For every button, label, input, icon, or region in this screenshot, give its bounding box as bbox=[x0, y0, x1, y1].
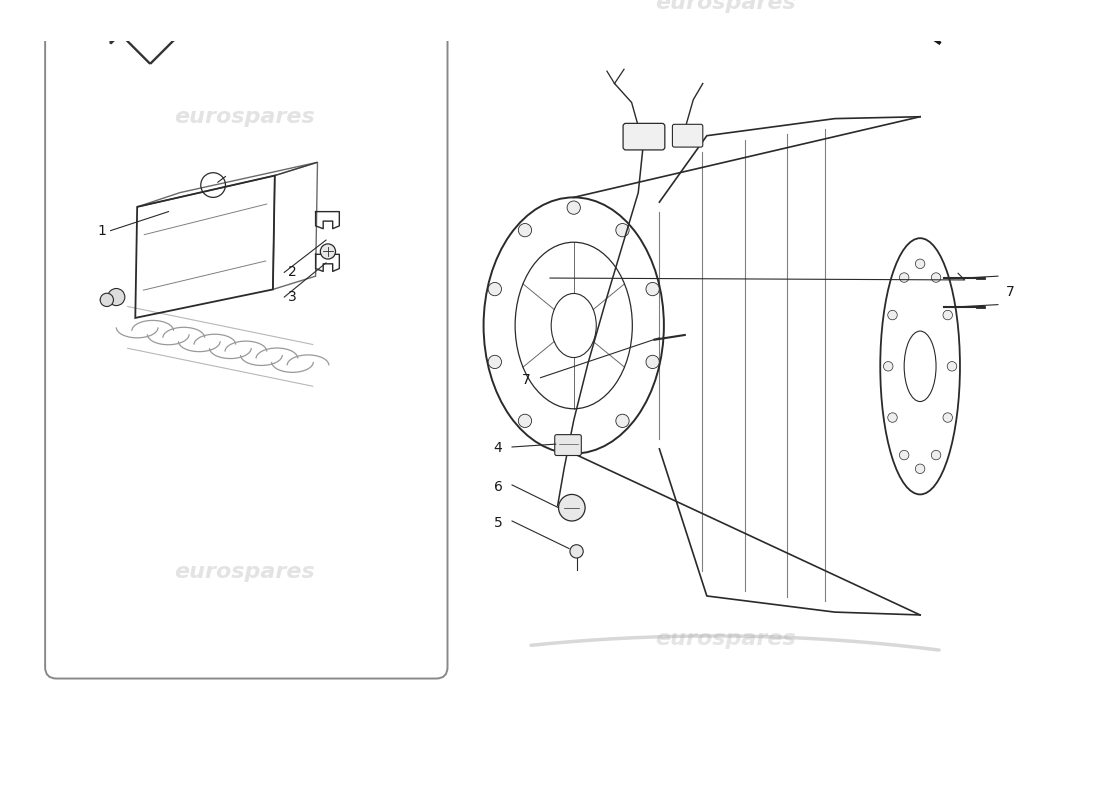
FancyBboxPatch shape bbox=[623, 123, 664, 150]
Circle shape bbox=[915, 259, 925, 269]
Text: 7: 7 bbox=[1005, 286, 1014, 299]
Circle shape bbox=[568, 201, 581, 214]
Circle shape bbox=[932, 273, 940, 282]
Circle shape bbox=[943, 413, 953, 422]
Circle shape bbox=[932, 450, 940, 460]
Circle shape bbox=[518, 414, 531, 427]
Circle shape bbox=[488, 355, 502, 369]
Circle shape bbox=[947, 362, 957, 371]
Text: eurospares: eurospares bbox=[174, 562, 315, 582]
Circle shape bbox=[900, 450, 909, 460]
Text: 6: 6 bbox=[494, 480, 503, 494]
Text: 7: 7 bbox=[522, 373, 531, 386]
Circle shape bbox=[616, 223, 629, 237]
Text: 4: 4 bbox=[494, 441, 503, 455]
Circle shape bbox=[888, 413, 898, 422]
Text: 3: 3 bbox=[288, 290, 297, 304]
Text: 1: 1 bbox=[97, 223, 106, 238]
Circle shape bbox=[518, 223, 531, 237]
Circle shape bbox=[646, 282, 659, 296]
Circle shape bbox=[943, 310, 953, 320]
Circle shape bbox=[915, 464, 925, 474]
Text: 2: 2 bbox=[288, 266, 297, 279]
FancyBboxPatch shape bbox=[672, 124, 703, 147]
FancyBboxPatch shape bbox=[45, 10, 448, 678]
FancyBboxPatch shape bbox=[554, 434, 581, 455]
Circle shape bbox=[559, 494, 585, 521]
Circle shape bbox=[100, 294, 113, 306]
Circle shape bbox=[888, 310, 898, 320]
Text: 5: 5 bbox=[494, 516, 503, 530]
Circle shape bbox=[646, 355, 659, 369]
Circle shape bbox=[570, 545, 583, 558]
Circle shape bbox=[900, 273, 909, 282]
Circle shape bbox=[320, 244, 336, 259]
Circle shape bbox=[108, 289, 124, 306]
Text: eurospares: eurospares bbox=[656, 629, 796, 649]
Circle shape bbox=[568, 437, 581, 450]
Circle shape bbox=[488, 282, 502, 296]
Text: eurospares: eurospares bbox=[656, 0, 796, 13]
Text: eurospares: eurospares bbox=[174, 106, 315, 126]
Circle shape bbox=[883, 362, 893, 371]
Circle shape bbox=[616, 414, 629, 427]
